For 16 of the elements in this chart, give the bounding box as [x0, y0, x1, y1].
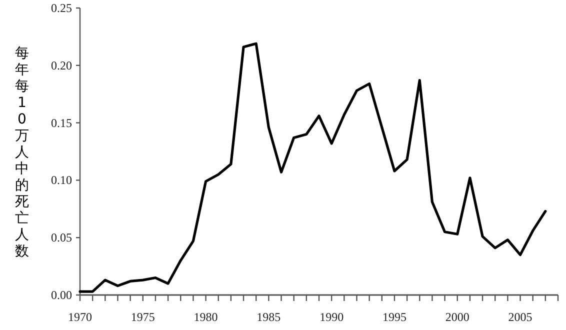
x-tick-label: 2005	[508, 310, 532, 324]
x-tick-label: 1995	[382, 310, 406, 324]
x-tick-label: 1970	[68, 310, 92, 324]
x-tick-label: 1985	[256, 310, 281, 324]
x-tick-label: 2000	[445, 310, 470, 324]
y-tick-label: 0.25	[51, 1, 72, 15]
y-tick-label: 0.15	[51, 116, 72, 130]
x-tick-label: 1975	[130, 310, 155, 324]
y-tick-label: 0.00	[51, 288, 72, 302]
y-tick-label: 0.20	[51, 58, 72, 72]
x-tick-label: 1990	[320, 310, 344, 324]
y-tick-label: 0.05	[51, 230, 72, 245]
line-series	[78, 42, 547, 293]
text: 每年每10万人中的死亡人数	[15, 46, 29, 260]
x-tick-label: 1980	[194, 310, 218, 324]
y-tick-label: 0.10	[51, 173, 72, 188]
